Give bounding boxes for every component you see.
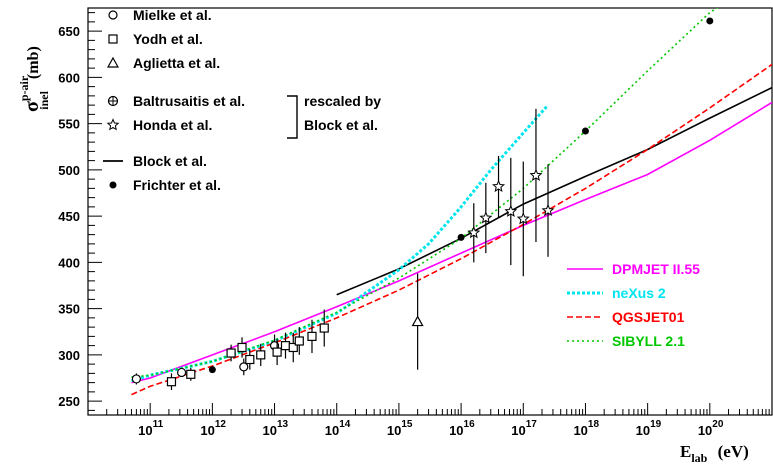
legend-mielke-et-al--label: Mielke et al. (133, 7, 212, 23)
legend-rescaled-note-line1: rescaled by (304, 93, 381, 109)
x-tick-label: 1013 (263, 419, 289, 438)
x-tick-label: 1018 (573, 419, 599, 438)
point-yodh-et-al- (320, 324, 328, 332)
legend-yodh-et-al--label: Yodh et al. (133, 31, 203, 47)
point-mielke-et-al- (132, 375, 140, 383)
point-yodh-et-al- (246, 356, 254, 364)
legend-frichter-et-al--label: Frichter et al. (133, 177, 221, 193)
legend-bracket (287, 96, 297, 138)
point-honda-et-al- (531, 170, 542, 180)
legend-honda-et-al--label: Honda et al. (133, 117, 212, 133)
y-tick-label: 450 (58, 209, 80, 224)
point-honda-et-al- (481, 213, 492, 223)
legend-dpmjet-ii-55-label: DPMJET II.55 (612, 261, 700, 277)
point-frichter-et-al- (458, 234, 465, 241)
y-axis-title: σp-air inel (mb) (17, 46, 51, 112)
point-yodh-et-al- (295, 337, 303, 345)
legend-mielke-et-al--marker (109, 11, 117, 19)
axis-titles: σp-air inel (mb) Elab (eV) (17, 46, 749, 465)
point-frichter-et-al- (582, 128, 589, 135)
legend: Mielke et al. Yodh et al. Aglietta et al. B… (103, 7, 700, 349)
x-axis-title: Elab (eV) (680, 442, 749, 465)
point-yodh-et-al- (227, 349, 235, 357)
point-yodh-et-al- (273, 348, 281, 356)
point-mielke-et-al- (240, 363, 248, 371)
legend-baltrusaitis-et-al--label: Baltrusaitis et al. (133, 93, 245, 109)
legend-honda-et-al--marker (108, 120, 118, 130)
y-tick-label: 250 (58, 394, 80, 409)
y-tick-label: 300 (58, 348, 80, 363)
point-yodh-et-al- (281, 342, 289, 350)
point-mielke-et-al- (178, 368, 186, 376)
point-yodh-et-al- (308, 332, 316, 340)
x-tick-label: 1020 (698, 419, 724, 438)
y-tick-label: 600 (58, 70, 80, 85)
x-tick-label: 1012 (200, 419, 226, 438)
y-tick-label: 650 (58, 24, 80, 39)
point-frichter-et-al- (706, 17, 713, 24)
legend-sibyll-2-1-label: SIBYLL 2.1 (612, 333, 685, 349)
legend-nexus-2-label: neXus 2 (612, 285, 666, 301)
point-yodh-et-al- (238, 343, 246, 351)
x-tick-label: 1017 (511, 419, 537, 438)
point-honda-et-al- (493, 181, 504, 191)
legend-rescaled-note-line2: Block et al. (304, 117, 378, 133)
point-yodh-et-al- (187, 370, 195, 378)
point-yodh-et-al- (167, 378, 175, 386)
point-yodh-et-al- (257, 351, 265, 359)
legend-yodh-et-al--marker (109, 35, 117, 43)
x-tick-label: 1011 (138, 419, 163, 438)
x-tick-label: 1019 (636, 419, 662, 438)
y-tick-label: 400 (58, 255, 80, 270)
y-tick-label: 350 (58, 302, 80, 317)
x-tick-label: 1016 (449, 419, 475, 438)
legend-qgsjet01-label: QGSJET01 (612, 309, 685, 325)
legend-frichter-et-al--marker (110, 182, 117, 189)
legend-aglietta-et-al--label: Aglietta et al. (133, 55, 220, 71)
legend-aglietta-et-al--marker (108, 58, 118, 67)
legend-block-et-al--label: Block et al. (133, 153, 207, 169)
legend-baltrusaitis-et-al--marker (109, 97, 118, 106)
point-honda-et-al- (506, 206, 516, 216)
curve-block-et-al- (337, 88, 772, 295)
x-tick-label: 1015 (387, 419, 413, 438)
y-tick-label: 500 (58, 163, 80, 178)
x-tick-label: 1014 (325, 419, 351, 438)
point-aglietta-et-al- (413, 317, 423, 326)
point-frichter-et-al- (209, 366, 216, 373)
y-tick-label: 550 (58, 117, 80, 132)
axis-ticks: 1011 1012 1013 1014 1015 1016 1017 1018 1019 1020… (58, 13, 772, 438)
